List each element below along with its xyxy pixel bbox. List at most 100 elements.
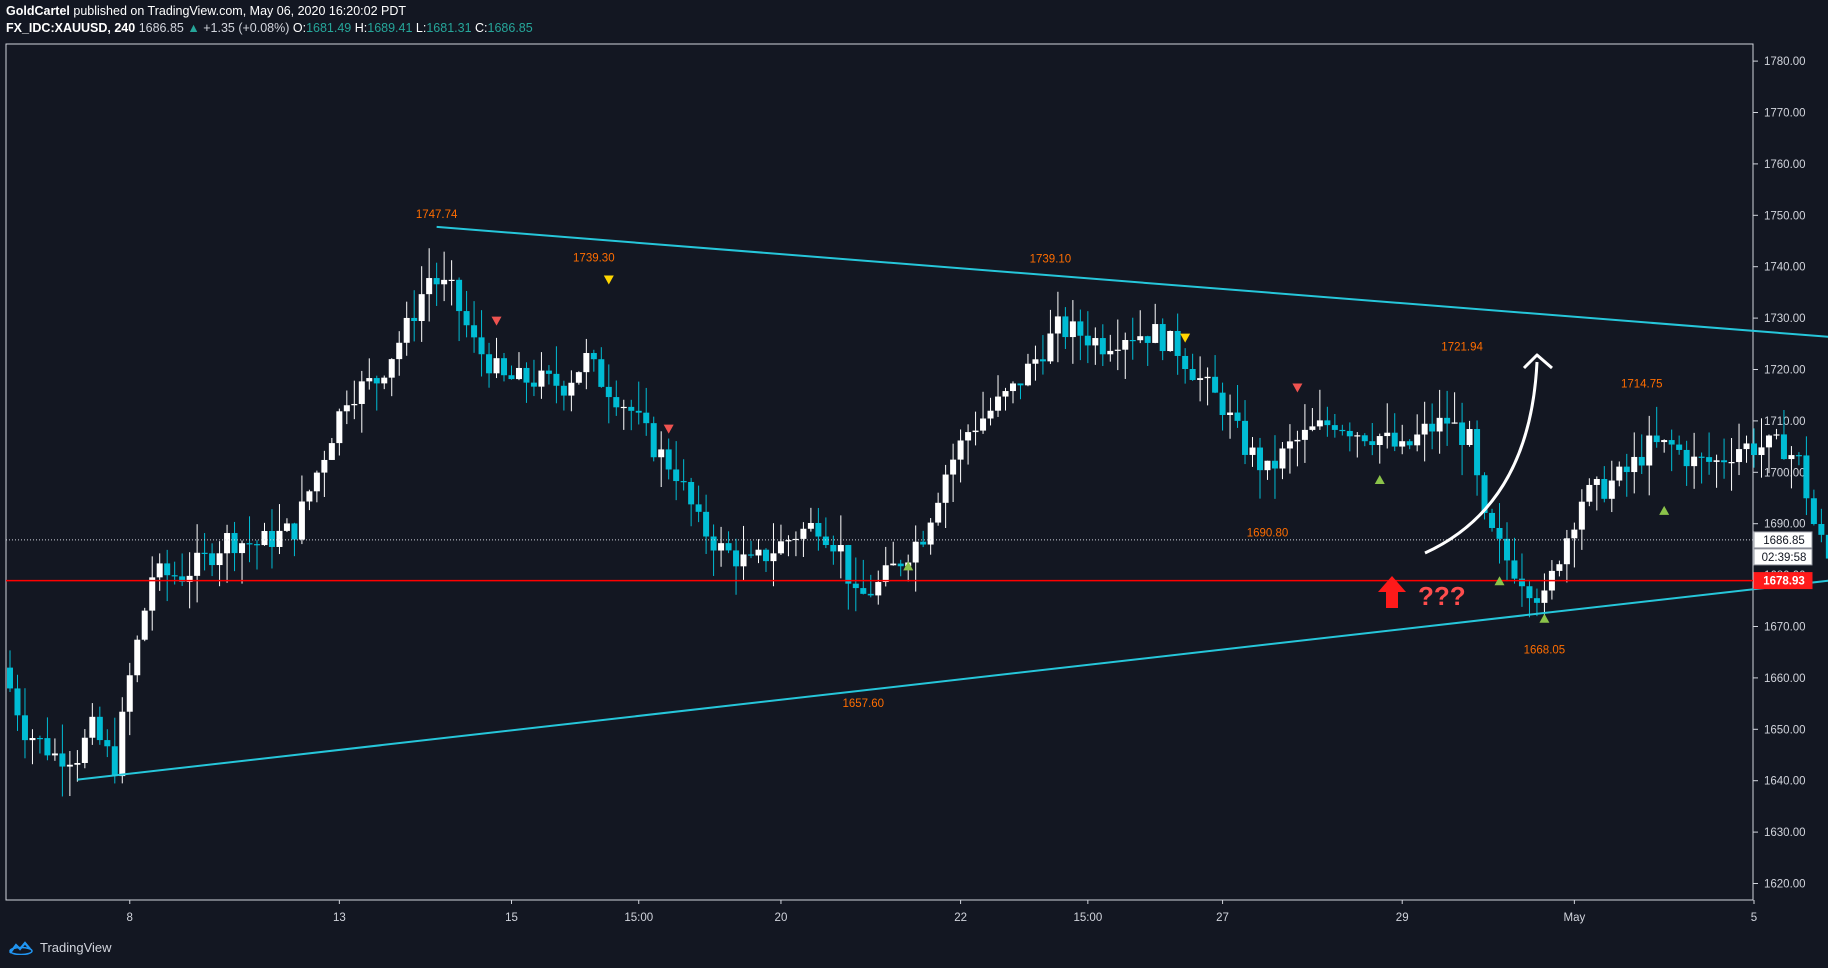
candle-body [628,406,635,411]
candle-body [1122,339,1129,350]
candle-body [890,563,897,566]
candle [44,717,51,761]
candle-body [381,377,388,384]
candle-body [545,370,552,374]
candle [1721,438,1728,479]
candle [845,544,852,610]
candle [134,635,141,683]
candle-body [1504,538,1510,561]
candle-body [1683,449,1690,467]
candle-body [1234,412,1241,421]
candle-body [1361,435,1368,442]
candle-body [1331,425,1338,430]
candle-body [1369,441,1376,446]
candle [1152,303,1159,344]
candle [456,277,463,342]
candle [29,729,36,765]
candle [426,248,433,322]
candle-body [111,746,118,777]
candle [21,688,28,759]
close-label: C: [475,21,488,35]
candle [306,489,313,511]
signal-up-triangle-icon [1494,576,1505,586]
candle [995,375,1002,417]
candle-body [418,294,425,322]
candle-body [1264,460,1271,471]
candle-body [912,541,919,563]
last-price-tag-box [1753,531,1813,549]
candle [164,549,171,602]
candle-body [1384,432,1391,437]
candle [1227,394,1234,439]
candle [328,438,335,460]
candle [209,543,216,577]
candle [1242,400,1249,465]
candle [1608,460,1615,513]
candle-body [515,367,522,380]
candle-body [995,396,1002,411]
y-tick-label: 1750.00 [1764,210,1806,222]
candle-body [523,367,530,383]
candle-body [1159,324,1166,352]
candle [1421,401,1428,462]
candle-body [1511,560,1518,579]
candle [837,515,844,579]
candle [51,738,58,761]
author-name[interactable]: GoldCartel [6,4,70,18]
candle-body [1017,383,1024,386]
candle-body [1399,441,1406,447]
candle [194,524,201,603]
candle-body [1032,359,1039,364]
candle-body [1556,564,1563,571]
candle [620,399,627,430]
symbol-info: FX_IDC:XAUUSD, 240 1686.85 ▲ +1.35 (+0.0… [6,21,533,35]
candle [807,507,814,532]
candle [1765,434,1772,474]
candle [254,540,261,570]
candle-body [942,474,949,503]
candle [1825,534,1828,559]
candle [1563,529,1570,583]
candle-body [1346,430,1353,437]
candle [1466,420,1473,447]
candle [920,530,927,548]
candle [935,492,942,526]
candle [1691,432,1698,489]
candle-body [1189,369,1196,380]
y-tick-label: 1620.00 [1764,879,1806,891]
candle-body [695,504,702,512]
tradingview-brand[interactable]: TradingView [8,940,112,955]
candle [650,416,657,462]
candle-body [605,386,612,398]
candle [1069,300,1076,364]
candle-body [620,406,627,409]
candle [1092,327,1099,365]
candle-body [1481,475,1488,513]
candle [1429,403,1436,450]
candle-body [1706,457,1713,462]
candle [1548,560,1555,600]
candle [96,706,103,745]
candle-body [927,522,934,545]
candle-body [1773,434,1780,436]
candle [860,559,867,595]
candle [1331,414,1338,438]
candle-body [351,403,358,406]
candle [560,380,567,411]
candle-body [14,688,21,716]
candle [1369,423,1376,456]
price-chart[interactable]: 1620.00 1630.00 1640.00 1650.00 1660.00 1670.… [0,0,1828,930]
candle [1084,311,1091,364]
candle [276,504,283,555]
candle [14,674,21,731]
candle-body [1444,417,1451,424]
candle-body [298,501,305,540]
y-tick-label: 1670.00 [1764,622,1806,634]
candle [875,570,882,605]
candle [149,556,156,631]
candle [239,540,246,584]
candle-body [1354,435,1361,437]
candle-body [1795,455,1802,457]
signal-up-triangle-icon [1374,475,1385,485]
candle-body [575,372,582,383]
